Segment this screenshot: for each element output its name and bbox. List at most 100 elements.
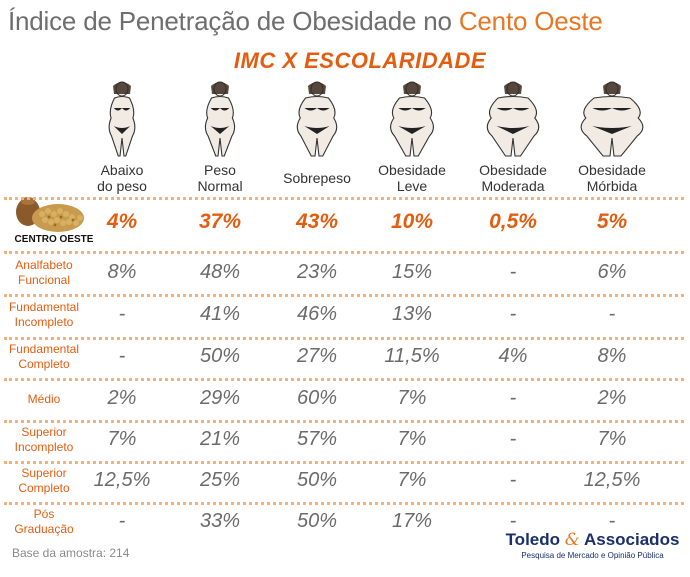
title-main: Índice de Penetração de Obesidade no (8, 6, 452, 36)
dotted-divider (4, 461, 684, 464)
row-label-line1: Superior (21, 466, 67, 480)
table-cell: 50% (296, 510, 338, 532)
row-label-line2: Incompleto (14, 315, 74, 329)
dotted-divider (4, 337, 684, 340)
morbid-obesity-figure-icon (577, 80, 647, 160)
row-label-line2: Incompleto (14, 440, 74, 454)
row-label: Fundamental Incompleto (0, 300, 88, 330)
table-cell: 8% (597, 345, 627, 367)
row-label-line2: Completo (18, 481, 70, 495)
column-header: Obesidade Leve (362, 162, 462, 194)
table-cell: 4% (498, 345, 528, 367)
row-label-line1: Médio (27, 392, 61, 406)
column-header-line2: do peso (97, 178, 147, 194)
row-label: Fundamental Completo (0, 342, 88, 372)
column-header-line2: Moderada (481, 178, 545, 194)
table-cell: 6% (597, 261, 627, 283)
column-header: Sobrepeso (267, 170, 367, 186)
table-cell: 12,5% (583, 469, 641, 491)
table-cell: 2% (107, 387, 137, 409)
table-cell: 11,5% (384, 345, 440, 367)
table-cell: 33% (199, 510, 241, 532)
table-subtitle: IMC X ESCOLARIDADE (233, 48, 487, 73)
brand-name: Toledo & Associados (500, 530, 685, 550)
row-label-line1: Superior (21, 425, 67, 439)
dotted-divider (4, 197, 684, 200)
sample-base-note: Base da amostra: 214 (12, 546, 130, 560)
table-cell: 7% (397, 387, 427, 409)
table-cell: 7% (597, 428, 627, 450)
dotted-divider (4, 294, 684, 297)
table-cell: 7% (397, 469, 427, 491)
brand-name-a: Toledo (505, 530, 561, 549)
row-label-line1: Fundamental (8, 342, 80, 356)
column-header: Obesidade Mórbida (562, 162, 662, 194)
table-cell: 57% (296, 428, 338, 450)
column-header: Abaixo do peso (72, 162, 172, 194)
column-header-line1: Obesidade (578, 162, 646, 178)
table-cell: 46% (296, 303, 338, 325)
table-cell: - (118, 345, 126, 367)
region-value-cell: 43% (295, 210, 339, 233)
table-cell: 8% (107, 261, 137, 283)
table-cell: - (509, 469, 517, 491)
region-value-cell: 4% (106, 210, 138, 233)
row-label-line2: Funcional (17, 273, 71, 287)
dotted-divider (4, 420, 684, 423)
title-accent: Cento Oeste (458, 6, 603, 36)
column-header: Obesidade Moderada (463, 162, 563, 194)
brand-name-b: Associados (583, 530, 680, 549)
table-cell: 17% (391, 510, 433, 532)
table-cell: 2% (597, 387, 627, 409)
table-cell: 27% (296, 345, 338, 367)
table-cell: 23% (296, 261, 338, 283)
brand-tagline: Pesquisa de Mercado e Opinião Pública (521, 551, 664, 560)
thin-figure-icon (87, 80, 157, 160)
table-cell: 7% (107, 428, 137, 450)
dotted-divider (4, 251, 684, 254)
table-cell: - (118, 510, 126, 532)
normal-figure-icon (185, 80, 255, 160)
row-label-line2: Graduação (14, 522, 74, 536)
column-header: Peso Normal (170, 162, 270, 194)
column-header-line1: Peso (204, 162, 236, 178)
row-label-line2: Completo (18, 357, 70, 371)
row-label: Médio (0, 392, 88, 407)
region-value-cell: 0,5% (489, 210, 537, 233)
row-label: Superior Completo (0, 466, 88, 496)
table-cell: 13% (391, 303, 433, 325)
dotted-divider (4, 502, 684, 505)
table-cell: 7% (397, 428, 427, 450)
table-cell: - (509, 303, 517, 325)
table-cell: 48% (199, 261, 241, 283)
column-header-line1: Sobrepeso (283, 170, 351, 186)
column-header-line2: Normal (197, 178, 243, 194)
region-value-cell: 5% (596, 210, 628, 233)
column-header-line2: Mórbida (586, 178, 638, 194)
table-cell: 50% (296, 469, 338, 491)
table-cell: - (509, 261, 517, 283)
overweight-figure-icon (282, 80, 352, 160)
row-label: Pós Graduação (0, 507, 88, 537)
column-header-line2: Leve (396, 178, 428, 194)
table-cell: - (608, 510, 616, 532)
row-label-line1: Fundamental (8, 300, 80, 314)
table-cell: 60% (296, 387, 338, 409)
dotted-divider (4, 378, 684, 381)
table-cell: - (608, 303, 616, 325)
table-cell: 41% (199, 303, 241, 325)
grain-sacks-icon (14, 192, 94, 234)
table-cell: - (509, 428, 517, 450)
page-title: Índice de Penetração de Obesidade no Cen… (8, 6, 688, 37)
table-cell: 15% (391, 261, 433, 283)
table-cell: 25% (199, 469, 241, 491)
table-cell: 50% (199, 345, 241, 367)
region-value-cell: 37% (198, 210, 242, 233)
column-header-line1: Obesidade (479, 162, 547, 178)
brand-ampersand: & (564, 530, 580, 550)
table-cell: - (509, 387, 517, 409)
table-cell: 21% (199, 428, 241, 450)
table-cell: - (509, 510, 517, 532)
mild-obesity-figure-icon (377, 80, 447, 160)
row-label-line1: Analfabeto (15, 258, 73, 272)
